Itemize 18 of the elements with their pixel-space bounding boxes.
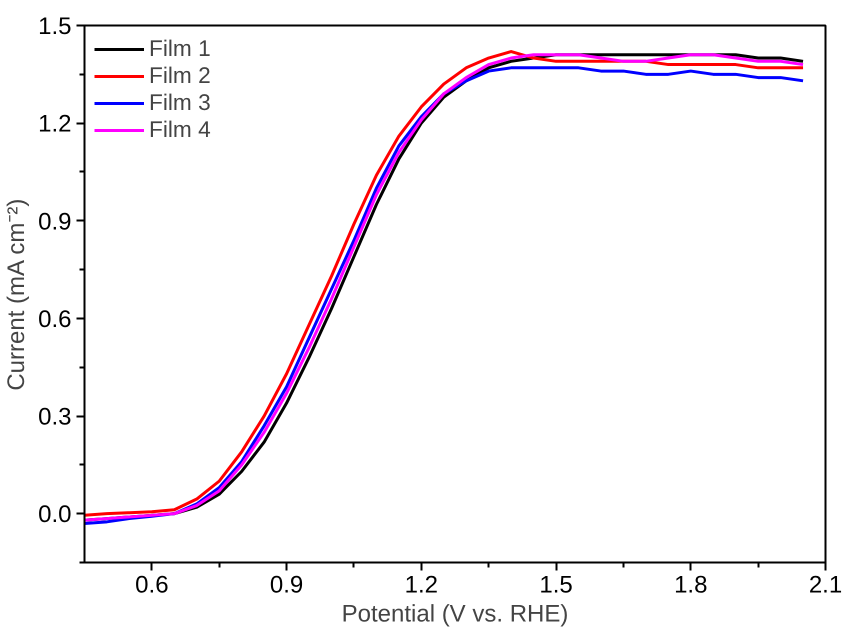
y-tick-label: 0.3 (38, 404, 72, 431)
y-tick-label: 0.6 (38, 306, 72, 333)
x-tick-label: 1.8 (674, 572, 708, 598)
y-tick-label: 1.2 (38, 110, 72, 138)
x-tick-label: 2.1 (808, 572, 842, 598)
x-axis-title: Potential (V vs. RHE) (342, 600, 568, 628)
x-tick-label: 0.9 (270, 572, 304, 598)
y-tick-label: 0.0 (38, 501, 72, 528)
y-tick-label: 0.9 (38, 208, 72, 236)
x-tick-label: 1.2 (404, 572, 438, 598)
y-tick-label: 1.5 (38, 13, 72, 40)
x-tick-label: 0.6 (135, 572, 169, 598)
legend-label: Film 2 (149, 62, 211, 89)
legend-label: Film 4 (149, 116, 211, 143)
legend-label: Film 1 (149, 35, 211, 62)
x-tick-label: 1.5 (539, 572, 573, 598)
legend-label: Film 3 (149, 89, 211, 116)
y-axis-title: Current (mA cm⁻²) (3, 198, 30, 391)
